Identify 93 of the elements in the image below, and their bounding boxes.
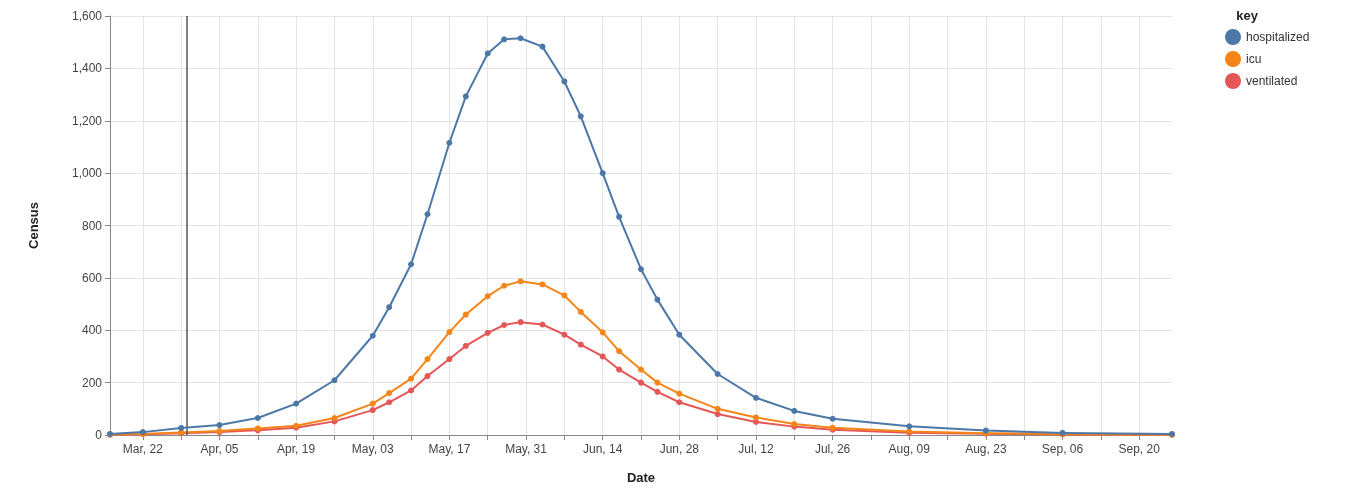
point (616, 348, 623, 355)
point (386, 304, 393, 311)
point (462, 342, 469, 349)
point (906, 423, 913, 430)
x-tick-label: Apr, 19 (277, 442, 316, 456)
point (638, 266, 644, 273)
point (424, 373, 431, 380)
point (539, 281, 546, 288)
point (331, 377, 338, 384)
x-tick-label: Mar, 22 (122, 442, 164, 456)
legend-label: icu (1246, 52, 1262, 66)
y-tick-label: 0 (95, 428, 103, 442)
point (654, 379, 661, 386)
point (638, 379, 644, 386)
point (424, 211, 431, 218)
point (676, 399, 683, 406)
point (561, 78, 568, 85)
point (517, 278, 524, 285)
point (752, 414, 759, 421)
point (293, 400, 300, 407)
point (616, 213, 623, 220)
point (714, 405, 721, 412)
point (501, 322, 508, 329)
point (501, 282, 508, 289)
x-tick-label: May, 31 (505, 442, 548, 456)
point (446, 356, 453, 363)
point (577, 308, 584, 315)
point (462, 93, 469, 100)
x-axis-title: Date (626, 470, 656, 485)
point (638, 366, 644, 373)
y-tick-label: 1,400 (71, 61, 103, 76)
point (484, 293, 491, 300)
point (331, 414, 338, 421)
point (577, 341, 584, 348)
x-tick-label: May, 17 (428, 442, 471, 456)
point (408, 375, 415, 382)
point (369, 332, 376, 339)
point (561, 331, 568, 338)
point (501, 36, 508, 43)
legend-label: hospitalized (1246, 30, 1310, 44)
point (676, 331, 683, 338)
point (369, 407, 376, 414)
x-tick-label: May, 03 (351, 442, 394, 456)
y-axis-title: Census (26, 202, 41, 249)
point (484, 329, 491, 336)
point (408, 261, 415, 268)
point (752, 418, 759, 425)
point (216, 422, 223, 429)
x-tick-label: Jul, 26 (814, 442, 851, 456)
x-tick-label: Aug, 09 (888, 442, 931, 456)
point (539, 321, 546, 328)
point (369, 400, 376, 407)
point (386, 399, 393, 406)
x-tick-label: Jul, 12 (738, 442, 774, 456)
point (446, 139, 453, 146)
point (829, 415, 836, 422)
y-tick-label: 1,000 (71, 166, 103, 181)
y-tick-label: 600 (81, 270, 103, 285)
legend-label: ventilated (1246, 74, 1298, 88)
point (408, 387, 415, 394)
point (386, 390, 393, 397)
x-tick-label: Aug, 23 (965, 442, 1007, 456)
point (178, 424, 185, 431)
point (539, 43, 546, 50)
y-tick-label: 800 (81, 218, 103, 233)
x-tick-label: Sep, 06 (1041, 442, 1084, 456)
point (577, 113, 584, 120)
legend-title: key (1236, 8, 1259, 23)
point (599, 329, 606, 336)
y-tick-label: 200 (81, 375, 103, 390)
point (752, 394, 759, 401)
point (714, 370, 721, 377)
y-tick-label: 1,200 (71, 113, 103, 128)
point (791, 407, 798, 414)
point (616, 366, 623, 373)
point (599, 353, 606, 360)
point (517, 319, 524, 326)
point (446, 329, 453, 336)
point (599, 170, 606, 177)
point (424, 356, 431, 363)
point (654, 296, 661, 303)
point (517, 35, 524, 42)
x-tick-label: Jun, 28 (659, 442, 700, 456)
point (561, 292, 568, 299)
y-tick-label: 1,600 (71, 9, 103, 23)
point (254, 414, 261, 421)
x-tick-label: Jun, 14 (582, 442, 623, 456)
point (676, 390, 683, 397)
y-tick-label: 400 (81, 323, 103, 338)
x-tick-label: Sep, 20 (1118, 442, 1161, 456)
point (462, 311, 469, 318)
point (654, 388, 661, 395)
x-tick-label: Apr, 05 (200, 442, 239, 456)
